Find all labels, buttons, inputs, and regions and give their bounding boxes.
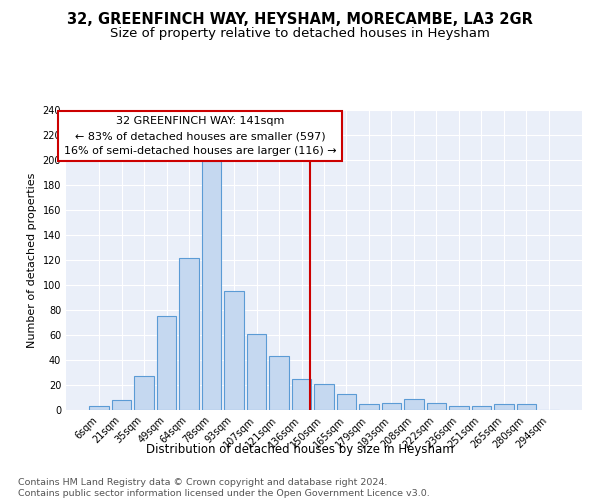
- Bar: [472, 406, 491, 410]
- Bar: [89, 406, 109, 410]
- Bar: [202, 161, 221, 410]
- Bar: [224, 291, 244, 410]
- Bar: [179, 258, 199, 410]
- Bar: [404, 399, 424, 410]
- Text: 32 GREENFINCH WAY: 141sqm
← 83% of detached houses are smaller (597)
16% of semi: 32 GREENFINCH WAY: 141sqm ← 83% of detac…: [64, 116, 337, 156]
- Bar: [269, 356, 289, 410]
- Text: Distribution of detached houses by size in Heysham: Distribution of detached houses by size …: [146, 442, 454, 456]
- Bar: [157, 316, 176, 410]
- Bar: [292, 379, 311, 410]
- Bar: [382, 402, 401, 410]
- Bar: [112, 400, 131, 410]
- Bar: [314, 384, 334, 410]
- Bar: [427, 402, 446, 410]
- Bar: [247, 334, 266, 410]
- Text: Size of property relative to detached houses in Heysham: Size of property relative to detached ho…: [110, 28, 490, 40]
- Bar: [134, 376, 154, 410]
- Bar: [449, 406, 469, 410]
- Y-axis label: Number of detached properties: Number of detached properties: [27, 172, 37, 348]
- Bar: [337, 394, 356, 410]
- Text: 32, GREENFINCH WAY, HEYSHAM, MORECAMBE, LA3 2GR: 32, GREENFINCH WAY, HEYSHAM, MORECAMBE, …: [67, 12, 533, 28]
- Bar: [517, 404, 536, 410]
- Bar: [359, 404, 379, 410]
- Bar: [494, 404, 514, 410]
- Text: Contains HM Land Registry data © Crown copyright and database right 2024.
Contai: Contains HM Land Registry data © Crown c…: [18, 478, 430, 498]
